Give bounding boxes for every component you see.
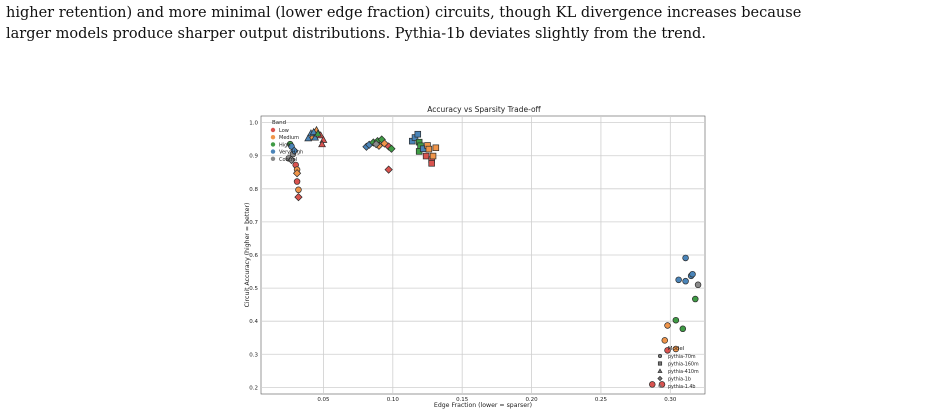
data-point-diamond <box>294 192 303 202</box>
data-point-triangle <box>318 140 326 148</box>
model-legend-label: pythia-160m <box>668 362 699 368</box>
data-point-circle <box>689 270 696 278</box>
data-point-circle <box>661 337 669 344</box>
data-points <box>285 125 702 388</box>
x-tick-label: 0.20 <box>525 397 538 403</box>
data-point-circle <box>692 295 699 303</box>
x-tick-label: 0.15 <box>456 397 469 403</box>
data-point-diamond <box>292 169 302 178</box>
paragraph-line-1: higher retention) and more minimal (lowe… <box>6 5 802 21</box>
data-point-triangle <box>304 134 313 142</box>
data-point-circle <box>672 316 680 324</box>
data-point-circle <box>672 345 680 353</box>
y-tick-label: 0.2 <box>249 385 258 391</box>
grid <box>261 116 705 394</box>
data-point-circle <box>679 325 687 333</box>
data-point-diamond <box>372 140 381 149</box>
band-legend-label: High <box>279 142 291 148</box>
y-tick-label: 0.9 <box>249 154 258 160</box>
y-tick-label: 1.0 <box>249 121 258 127</box>
data-point-circle <box>694 281 702 289</box>
band-legend-swatch <box>270 142 276 147</box>
band-legend-title: Band <box>272 120 286 126</box>
band-legend-swatch <box>270 135 276 140</box>
data-point-circle <box>295 186 302 194</box>
y-tick-label: 0.5 <box>249 286 258 292</box>
y-tick-label: 0.7 <box>249 220 258 226</box>
data-point-circle <box>649 381 656 388</box>
data-point-square <box>432 144 440 152</box>
model-legend-label: pythia-1.4b <box>668 384 695 390</box>
x-tick-label: 0.30 <box>664 397 677 403</box>
data-point-square <box>429 152 437 160</box>
data-point-diamond <box>287 155 296 165</box>
data-point-square <box>425 145 433 153</box>
data-point-square <box>428 160 435 167</box>
y-tick-label: 0.6 <box>249 253 258 259</box>
data-point-diamond <box>387 144 396 153</box>
data-point-circle <box>675 276 682 284</box>
data-point-square <box>422 152 430 160</box>
y-axis-label: Circuit Accuracy (higher = better) <box>244 203 251 308</box>
x-axis-label: Edge Fraction (lower = sparser) <box>434 402 532 409</box>
x-tick-label: 0.25 <box>595 397 608 403</box>
band-legend-swatch <box>270 156 276 161</box>
data-point-square <box>414 130 422 138</box>
band-legend-swatch <box>270 127 276 133</box>
x-tick-label: 0.05 <box>317 397 330 403</box>
data-point-triangle <box>309 127 318 135</box>
model-legend-title: Model <box>668 346 685 352</box>
data-point-diamond <box>384 165 393 174</box>
chart-title: Accuracy vs Sparsity Trade-off <box>427 105 541 114</box>
data-point-circle <box>682 277 689 285</box>
x-tick-label: 0.10 <box>387 397 400 403</box>
y-tick-label: 0.8 <box>249 187 258 193</box>
data-point-circle <box>664 322 671 329</box>
band-legend-swatch <box>270 149 276 154</box>
model-legend-label: pythia-70m <box>668 354 696 360</box>
model-legend-marker <box>657 375 663 382</box>
axis-ticks: 0.05 0.10 0.15 0.20 0.25 0.30 0.2 0.3 0.4 0.5 0.6 0… <box>249 121 677 403</box>
band-legend-label: Medium <box>279 135 299 141</box>
model-legend-label: pythia-410m <box>668 369 699 375</box>
data-point-circle <box>664 347 671 354</box>
model-legend-label: pythia-1b <box>668 377 691 383</box>
paragraph-line-2: larger models produce sharper output dis… <box>6 26 706 42</box>
data-point-circle <box>288 143 295 150</box>
data-point-triangle <box>313 129 322 137</box>
data-point-triangle <box>311 133 320 141</box>
model-legend-marker <box>657 368 663 373</box>
y-tick-label: 0.4 <box>249 319 258 325</box>
band-legend-label: Low <box>279 128 289 134</box>
data-point-circle <box>682 254 689 262</box>
model-legend-marker <box>657 361 663 366</box>
band-legend-label: Very High <box>279 150 303 156</box>
paper-paragraph: higher retention) and more minimal (lowe… <box>6 3 946 45</box>
model-legend-marker <box>657 383 663 389</box>
model-legend-marker <box>657 353 663 359</box>
data-point-diamond <box>290 146 299 155</box>
data-point-circle <box>293 178 301 185</box>
band-legend-label: Control <box>279 157 297 163</box>
y-tick-label: 0.3 <box>249 352 258 358</box>
